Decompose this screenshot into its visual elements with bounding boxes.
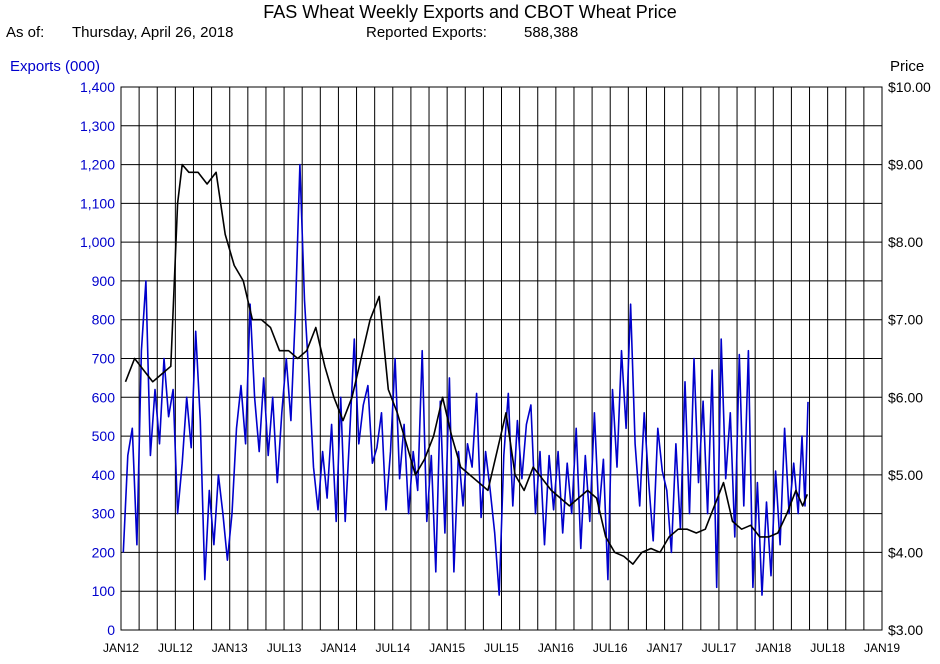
x-tick-label: JAN16: [538, 641, 574, 655]
y-left-tick-label: 1,100: [80, 195, 115, 211]
y-right-tick-label: $7.00: [888, 312, 923, 328]
y-left-tick-label: 0: [107, 622, 115, 638]
y-left-tick-label: 1,000: [80, 234, 115, 250]
x-tick-label: JAN15: [429, 641, 465, 655]
y-left-tick-label: 1,300: [80, 118, 115, 134]
x-tick-label: JUL12: [158, 641, 193, 655]
y-left-tick-label: 600: [92, 389, 116, 405]
y-right-tick-label: $3.00: [888, 622, 923, 638]
y-axis-right-label: Price: [890, 58, 925, 75]
reported-exports-label: Reported Exports:: [366, 24, 487, 41]
y-left-tick-label: 400: [92, 467, 116, 483]
as-of-label: As of:: [6, 24, 45, 41]
x-tick-label: JAN12: [103, 641, 139, 655]
y-left-tick-label: 900: [92, 273, 116, 289]
y-right-tick-label: $10.00: [888, 79, 931, 95]
x-tick-label: JAN14: [320, 641, 356, 655]
x-tick-label: JAN19: [864, 641, 900, 655]
x-tick-label: JUL13: [267, 641, 302, 655]
y-left-tick-label: 100: [92, 583, 116, 599]
x-tick-label: JUL18: [810, 641, 845, 655]
reported-exports-value: 588,388: [524, 24, 579, 41]
y-left-tick-label: 500: [92, 428, 116, 444]
x-tick-label: JUL14: [375, 641, 410, 655]
x-tick-label: JUL15: [484, 641, 519, 655]
y-right-tick-label: $6.00: [888, 389, 923, 405]
y-left-tick-label: 1,400: [80, 79, 115, 95]
x-tick-label: JAN17: [647, 641, 683, 655]
x-tick-label: JAN18: [755, 641, 791, 655]
chart-title: FAS Wheat Weekly Exports and CBOT Wheat …: [263, 2, 677, 22]
y-left-tick-label: 1,200: [80, 157, 115, 173]
plot-frame: [120, 86, 883, 631]
as-of-date: Thursday, April 26, 2018: [72, 24, 234, 41]
x-tick-label: JUL16: [593, 641, 628, 655]
y-right-tick-label: $8.00: [888, 234, 923, 250]
y-left-tick-label: 800: [92, 312, 116, 328]
exports-series-line: [122, 163, 809, 596]
y-left-tick-label: 700: [92, 351, 116, 367]
y-right-tick-label: $4.00: [888, 544, 923, 560]
y-left-tick-label: 200: [92, 544, 116, 560]
price-series-line: [124, 163, 809, 565]
y-right-tick-label: $9.00: [888, 157, 923, 173]
y-right-tick-label: $5.00: [888, 467, 923, 483]
y-axis-left-label: Exports (000): [10, 58, 101, 75]
y-left-tick-label: 300: [92, 506, 116, 522]
x-tick-label: JUL17: [702, 641, 737, 655]
x-tick-label: JAN13: [212, 641, 248, 655]
